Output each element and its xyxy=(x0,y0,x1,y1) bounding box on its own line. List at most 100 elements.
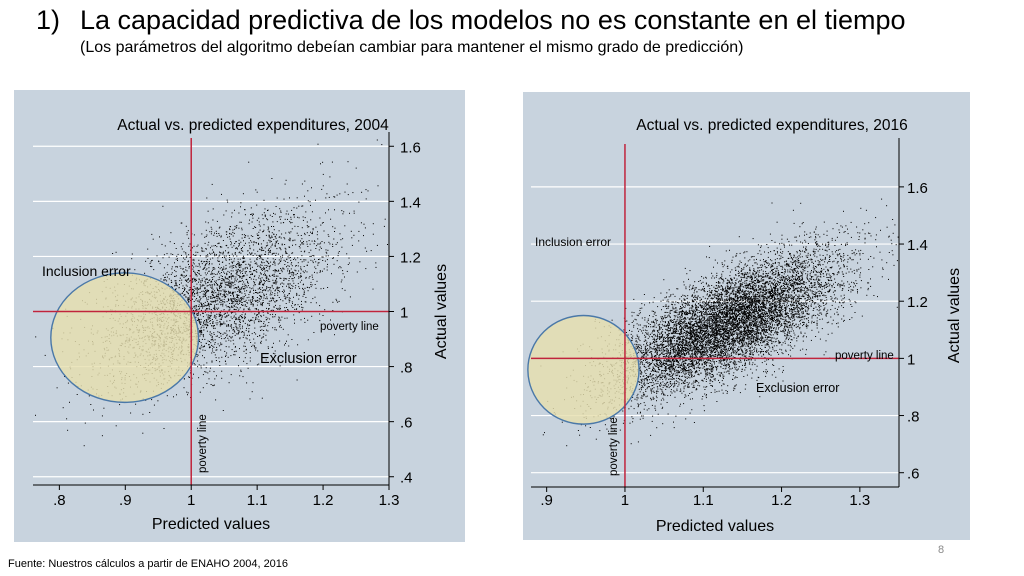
scatter-point xyxy=(208,264,210,266)
scatter-point xyxy=(215,245,216,246)
scatter-point xyxy=(798,302,800,304)
scatter-point xyxy=(795,279,797,281)
scatter-point xyxy=(309,201,311,203)
scatter-point xyxy=(230,273,232,274)
scatter-point xyxy=(272,297,274,299)
scatter-point xyxy=(169,241,171,243)
scatter-point xyxy=(197,306,199,307)
scatter-point xyxy=(744,272,746,274)
scatter-point xyxy=(324,309,326,311)
scatter-point xyxy=(248,331,250,333)
scatter-point xyxy=(674,381,675,383)
scatter-point xyxy=(708,341,710,343)
scatter-point xyxy=(223,279,225,281)
scatter-point xyxy=(239,302,240,304)
scatter-point xyxy=(654,330,656,332)
scatter-point xyxy=(194,295,196,297)
scatter-point xyxy=(307,261,309,263)
scatter-point xyxy=(674,354,676,356)
scatter-point xyxy=(206,362,208,364)
scatter-point xyxy=(288,278,290,279)
scatter-point xyxy=(278,318,280,320)
scatter-point xyxy=(198,321,200,323)
scatter-point xyxy=(292,240,294,242)
scatter-point xyxy=(715,323,717,325)
scatter-point xyxy=(242,273,244,274)
scatter-point xyxy=(203,357,205,359)
scatter-point xyxy=(226,290,228,292)
scatter-point xyxy=(746,313,748,315)
scatter-point xyxy=(767,247,769,249)
scatter-point xyxy=(322,222,324,223)
scatter-point xyxy=(260,279,262,281)
scatter-point xyxy=(273,283,275,284)
scatter-point xyxy=(267,346,269,348)
scatter-point xyxy=(216,293,218,295)
scatter-point xyxy=(238,365,239,367)
scatter-point xyxy=(204,345,205,347)
scatter-point xyxy=(758,329,760,331)
scatter-point xyxy=(238,317,240,319)
scatter-point xyxy=(282,254,284,256)
scatter-point xyxy=(244,283,246,285)
scatter-point xyxy=(775,303,777,305)
scatter-point xyxy=(212,301,214,303)
scatter-point xyxy=(280,283,281,285)
scatter-point xyxy=(219,263,220,265)
scatter-point xyxy=(791,291,793,293)
scatter-point xyxy=(211,352,213,354)
scatter-point xyxy=(338,251,340,252)
scatter-point xyxy=(332,243,334,245)
scatter-point xyxy=(313,243,315,245)
scatter-point xyxy=(163,267,165,269)
scatter-point xyxy=(729,318,730,320)
scatter-point xyxy=(693,360,695,362)
scatter-point xyxy=(218,357,220,359)
scatter-point xyxy=(283,295,285,297)
scatter-point xyxy=(216,349,218,351)
scatter-point xyxy=(244,272,246,274)
scatter-point xyxy=(765,301,767,303)
scatter-point xyxy=(258,242,259,244)
scatter-point xyxy=(252,382,254,384)
scatter-point xyxy=(289,240,291,242)
scatter-point xyxy=(712,302,714,304)
scatter-point xyxy=(260,246,262,248)
scatter-point xyxy=(254,345,255,347)
scatter-point xyxy=(712,294,713,296)
scatter-point xyxy=(248,296,250,298)
scatter-point xyxy=(235,269,237,271)
scatter-point xyxy=(205,279,207,281)
scatter-point xyxy=(226,199,228,201)
scatter-point xyxy=(267,302,269,304)
scatter-point xyxy=(193,278,195,280)
scatter-point xyxy=(160,278,162,280)
scatter-point xyxy=(180,222,182,224)
scatter-point xyxy=(649,336,651,338)
scatter-point xyxy=(666,348,668,350)
scatter-point xyxy=(262,250,264,251)
scatter-point xyxy=(192,247,193,249)
scatter-point xyxy=(242,262,244,263)
scatter-point xyxy=(199,322,201,324)
scatter-point xyxy=(239,324,241,326)
scatter-point xyxy=(280,258,282,260)
scatter-point xyxy=(220,282,222,284)
scatter-point xyxy=(375,266,377,268)
scatter-point xyxy=(656,397,658,399)
scatter-point xyxy=(229,286,231,288)
scatter-point xyxy=(198,263,200,265)
scatter-point xyxy=(268,308,270,310)
scatter-point xyxy=(227,356,229,358)
scatter-point xyxy=(767,289,769,291)
scatter-point xyxy=(244,271,246,273)
scatter-point xyxy=(232,292,234,294)
scatter-point xyxy=(791,316,793,318)
scatter-point xyxy=(656,353,658,355)
scatter-point xyxy=(294,304,296,306)
scatter-point xyxy=(256,204,258,206)
scatter-point xyxy=(164,276,166,278)
scatter-point xyxy=(236,278,238,280)
scatter-point xyxy=(743,343,745,345)
scatter-point xyxy=(257,292,259,294)
